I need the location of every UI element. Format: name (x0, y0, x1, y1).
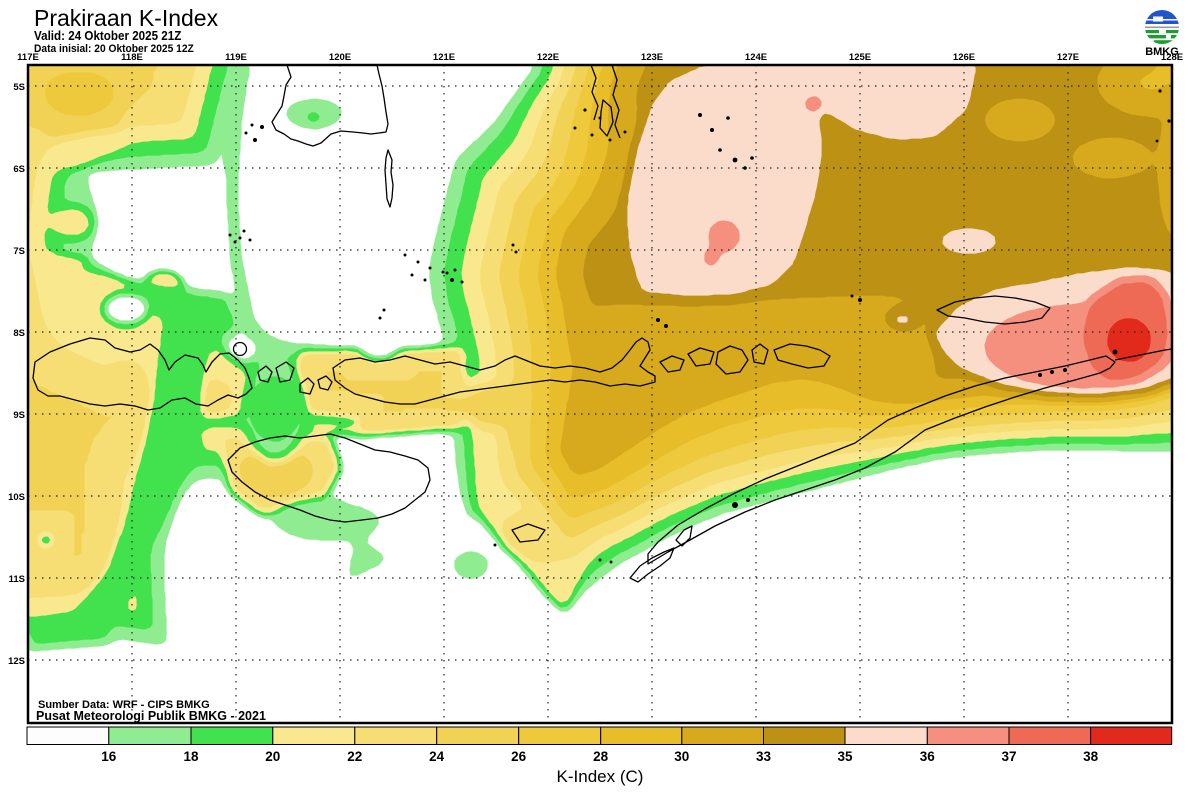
svg-text:8S: 8S (13, 328, 25, 339)
svg-text:127E: 127E (1057, 52, 1079, 63)
svg-text:125E: 125E (849, 52, 871, 63)
svg-text:10S: 10S (8, 492, 25, 503)
svg-text:9S: 9S (13, 410, 25, 421)
svg-text:18: 18 (183, 749, 199, 764)
svg-text:128E: 128E (1161, 52, 1183, 63)
svg-text:28: 28 (593, 749, 609, 764)
svg-text:121E: 121E (433, 52, 455, 63)
svg-text:20: 20 (265, 749, 280, 764)
svg-text:126E: 126E (953, 52, 975, 63)
svg-text:38: 38 (1083, 749, 1099, 764)
svg-text:11S: 11S (9, 574, 25, 585)
svg-text:117E: 117E (17, 52, 39, 63)
svg-text:123E: 123E (641, 52, 663, 63)
svg-text:33: 33 (756, 749, 772, 764)
svg-text:22: 22 (347, 749, 362, 764)
svg-text:6S: 6S (13, 164, 25, 175)
svg-text:5S: 5S (13, 82, 25, 93)
svg-text:36: 36 (920, 749, 936, 764)
svg-text:37: 37 (1001, 749, 1016, 764)
svg-text:124E: 124E (745, 52, 767, 63)
svg-text:122E: 122E (537, 52, 559, 63)
svg-text:BMKG: BMKG (1145, 46, 1179, 58)
svg-text:16: 16 (101, 749, 117, 764)
svg-text:26: 26 (511, 749, 527, 764)
svg-text:119E: 119E (225, 52, 247, 63)
svg-text:7S: 7S (13, 246, 25, 257)
svg-text:120E: 120E (329, 52, 351, 63)
svg-text:Sumber Data: WRF - CIPS BMKG: Sumber Data: WRF - CIPS BMKG (38, 699, 210, 711)
svg-text:35: 35 (837, 749, 853, 764)
svg-text:K-Index (C): K-Index (C) (557, 767, 644, 786)
svg-text:30: 30 (674, 749, 689, 764)
svg-text:12S: 12S (8, 656, 25, 667)
svg-text:118E: 118E (121, 52, 143, 63)
svg-text:Pusat Meteorologi Publik BMKG: Pusat Meteorologi Publik BMKG - 2021 (36, 709, 266, 723)
svg-text:24: 24 (429, 749, 445, 764)
